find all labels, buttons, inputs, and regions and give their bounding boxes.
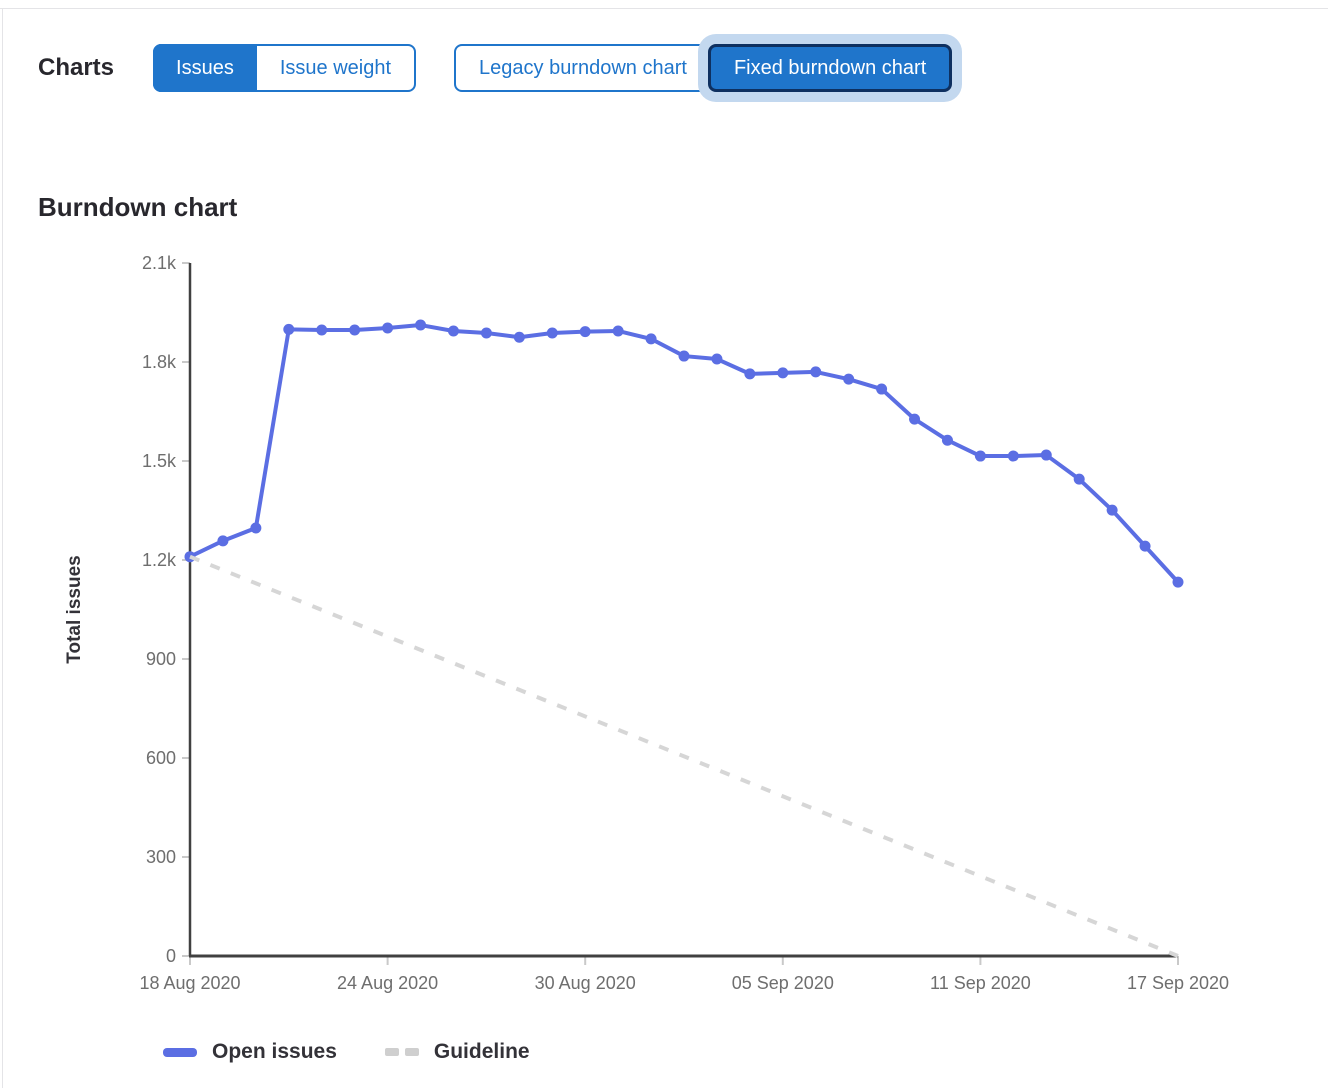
- svg-text:17 Sep 2020: 17 Sep 2020: [1127, 973, 1229, 993]
- svg-text:1.8k: 1.8k: [142, 352, 177, 372]
- svg-text:05 Sep 2020: 05 Sep 2020: [732, 973, 834, 993]
- charts-toolbar: Charts Issues Issue weight Legacy burndo…: [38, 44, 953, 92]
- metric-toggle-group: Issues Issue weight: [153, 44, 417, 92]
- tab-issues[interactable]: Issues: [153, 44, 257, 92]
- page-top-border: [0, 8, 1328, 9]
- legend-swatch-guideline: [384, 1048, 419, 1056]
- svg-text:30 Aug 2020: 30 Aug 2020: [535, 973, 636, 993]
- svg-text:2.1k: 2.1k: [142, 253, 177, 273]
- chart-version-toggle-group: Legacy burndown chart Fixed burndown cha…: [454, 44, 953, 92]
- svg-text:1.5k: 1.5k: [142, 451, 177, 471]
- svg-text:24 Aug 2020: 24 Aug 2020: [337, 973, 438, 993]
- chart-legend: Open issues Guideline: [163, 1032, 530, 1072]
- burndown-chart-plot[interactable]: 0 300 600 900 1.2k 1.5k 1.8k 2.1k 18 Aug 2020 24 …: [0, 240, 1328, 1030]
- svg-text:600: 600: [146, 748, 176, 768]
- page-left-border: [2, 8, 3, 1088]
- legend-swatch-open-issues: [163, 1047, 197, 1057]
- burndown-chart-title: Burndown chart: [38, 191, 238, 222]
- svg-text:18 Aug 2020: 18 Aug 2020: [139, 973, 240, 993]
- tab-issue-weight[interactable]: Issue weight: [257, 46, 414, 90]
- svg-text:11 Sep 2020: 11 Sep 2020: [930, 973, 1031, 993]
- fixed-burndown-chart-button[interactable]: Fixed burndown chart: [707, 44, 953, 92]
- legend-item-open-issues[interactable]: Open issues: [163, 1040, 337, 1064]
- svg-text:300: 300: [146, 847, 176, 867]
- legend-item-guideline[interactable]: Guideline: [384, 1040, 530, 1064]
- charts-label: Charts: [38, 54, 115, 81]
- legend-label-guideline: Guideline: [433, 1040, 530, 1063]
- svg-text:1.2k: 1.2k: [142, 550, 177, 570]
- svg-text:0: 0: [166, 946, 176, 966]
- svg-text:900: 900: [146, 649, 176, 669]
- legend-label-open-issues: Open issues: [212, 1040, 337, 1063]
- legacy-burndown-chart-button[interactable]: Legacy burndown chart: [456, 46, 710, 90]
- svg-text:Total issues: Total issues: [64, 555, 85, 663]
